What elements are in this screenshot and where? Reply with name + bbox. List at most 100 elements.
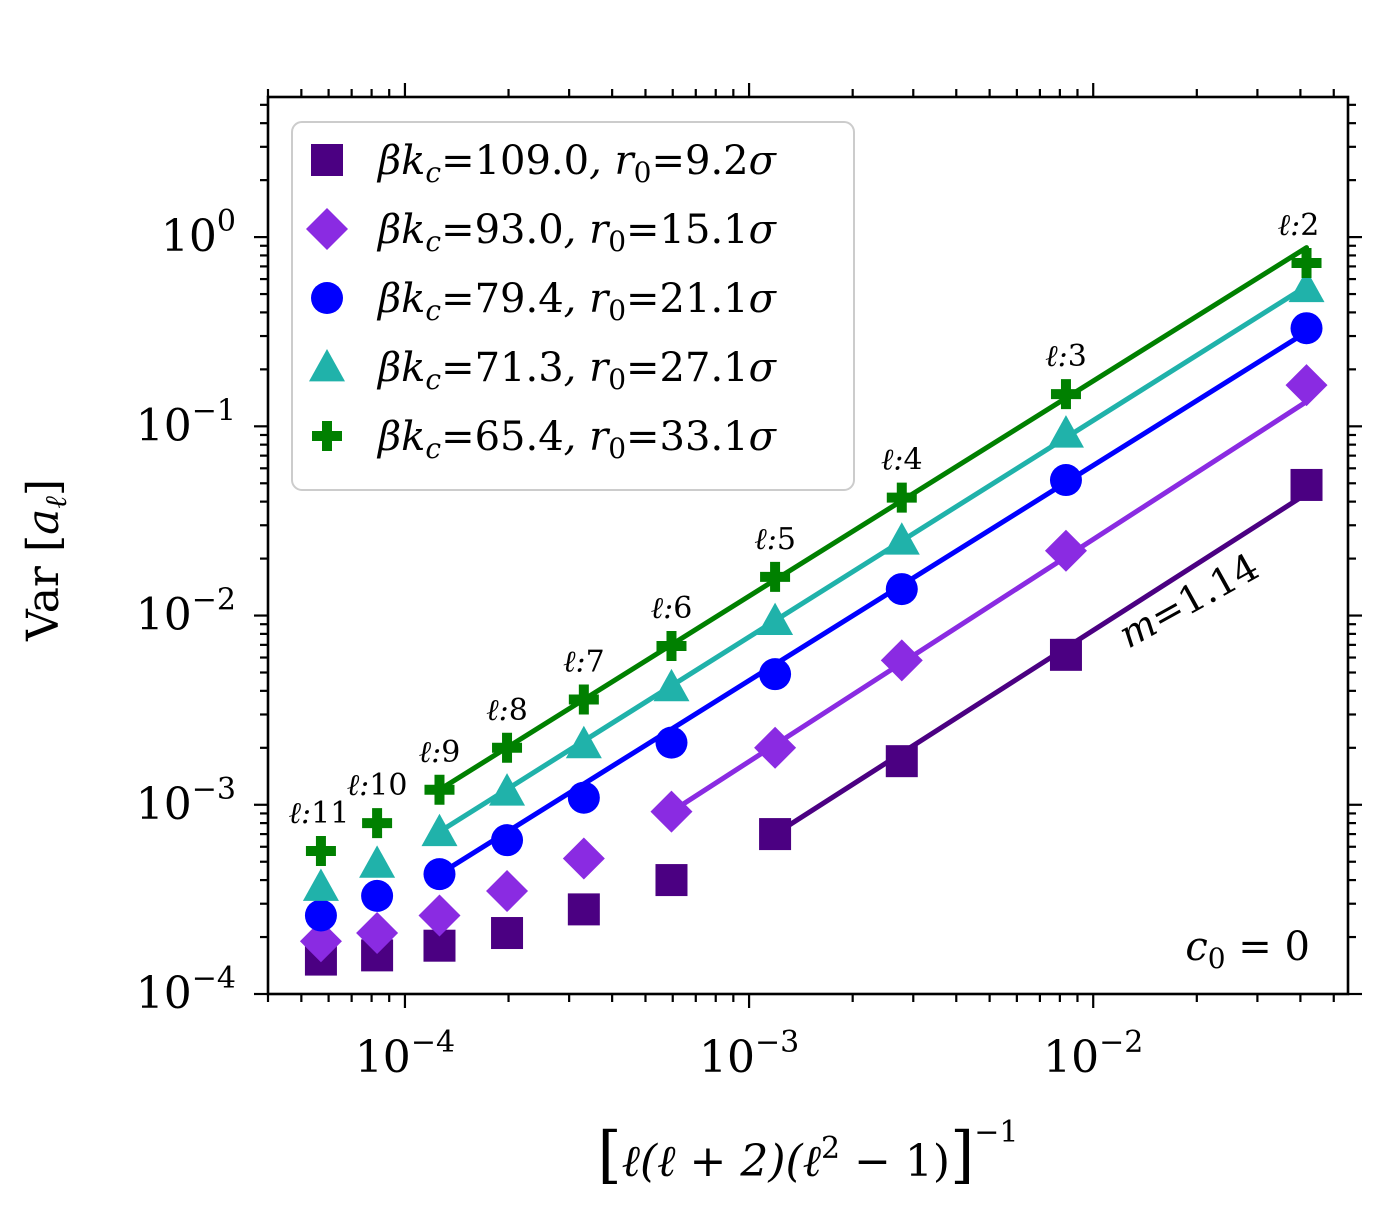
y-tick-exponent: −4 (192, 961, 236, 996)
data-point-s3-p8 (359, 845, 396, 878)
legend-mid: , r (564, 414, 611, 460)
legend-equals-2: = (626, 345, 660, 391)
ell-label-prefix: ℓ: (1045, 339, 1068, 374)
legend-entry-4: βkc=65.4, r0=33.1σ (312, 414, 778, 465)
legend-mid-sub: 0 (634, 156, 652, 189)
data-point-s2-p8 (361, 879, 394, 912)
legend-equals-2: = (651, 138, 685, 184)
x-tick-exponent: −3 (755, 1025, 799, 1060)
data-point-s2-p3 (759, 658, 792, 691)
ell-label-number: 5 (777, 522, 796, 557)
x-tick-label: 10−3 (699, 1025, 799, 1083)
data-point-s3-p9 (302, 868, 339, 901)
x-tick-label: 10−4 (355, 1025, 455, 1083)
ell-label-prefix: ℓ: (347, 768, 370, 803)
ell-label-8: ℓ:8 (486, 693, 528, 728)
x-axis-bracket-right: ] (950, 1118, 974, 1191)
data-point-s1-p3 (754, 726, 797, 769)
x-tick-exponent: −2 (1099, 1025, 1143, 1060)
ell-label-number: 3 (1068, 339, 1087, 374)
data-point-s1-p4 (650, 790, 693, 833)
data-point-s1-p9 (299, 920, 342, 963)
legend-unit: σ (749, 345, 778, 391)
data-point-s4-p9 (305, 835, 336, 866)
data-point-s0-p1 (1049, 638, 1082, 671)
legend-entry-2: βkc=79.4, r0=21.1σ (311, 276, 778, 327)
legend-r0-value: 15.1 (660, 207, 749, 253)
data-point-s4-p1 (1050, 379, 1081, 410)
x-tick-labels: 10−4 10−3 10−2 (355, 1025, 1144, 1083)
data-point-s4-p7 (424, 774, 455, 805)
data-point-s4-p4 (656, 631, 687, 662)
legend-equals-2: = (626, 414, 660, 460)
ell-label-3: ℓ:3 (1045, 339, 1087, 374)
ell-label-10: ℓ:10 (347, 768, 408, 803)
ell-label-number: 7 (586, 645, 605, 680)
legend-mid: , r (564, 207, 611, 253)
y-tick-label: 10−1 (136, 393, 236, 451)
data-point-s4-p5 (568, 684, 599, 715)
legend-mid-sub: 0 (608, 225, 626, 258)
data-point-s0-p3 (759, 818, 792, 851)
ell-label-number: 8 (509, 693, 528, 728)
data-point-s1-p0 (1285, 364, 1328, 407)
x-axis-rest: − 1) (840, 1136, 950, 1187)
data-point-s3-p2 (883, 522, 920, 555)
x-axis-label: [ℓ(ℓ + 2)(ℓ2 − 1)]−1 (597, 1115, 1018, 1191)
y-tick-base: 10 (161, 211, 217, 262)
ell-label-prefix: ℓ: (881, 443, 904, 478)
y-tick-label: 10−4 (136, 961, 236, 1019)
legend-entry-0: βkc=109.0, r0=9.2σ (311, 138, 778, 189)
y-tick-exponent: −2 (192, 583, 236, 618)
y-axis-subscript: ℓ (39, 496, 74, 509)
data-point-s3-p1 (1047, 415, 1084, 448)
data-point-s2-p6 (491, 824, 524, 857)
x-axis-bracket-left: [ (597, 1118, 621, 1191)
y-tick-label: 10−2 (136, 583, 236, 641)
data-point-s2-p1 (1049, 464, 1082, 497)
legend-label: βkc=79.4, r0=21.1σ (376, 276, 778, 327)
legend-mid: , r (589, 138, 636, 184)
legend-prefix: βk (376, 414, 425, 460)
axis-ticks (254, 83, 1362, 1008)
y-axis-var-prefix: Var (18, 552, 69, 642)
y-tick-base: 10 (136, 968, 192, 1019)
y-axis-variable: a (18, 509, 69, 535)
y-tick-exponent: −1 (192, 393, 236, 428)
y-tick-exponent: 0 (217, 204, 236, 239)
legend-prefix-sub: c (425, 363, 441, 396)
legend-label: βkc=65.4, r0=33.1σ (376, 414, 778, 465)
data-point-s3-p4 (653, 668, 690, 702)
legend-marker (306, 208, 348, 250)
legend-mid-sub: 0 (608, 432, 626, 465)
legend-equals-1: = (441, 276, 475, 322)
legend-equals-1: = (441, 138, 475, 184)
ell-label-number: 2 (1300, 208, 1319, 243)
data-point-s3-p3 (757, 602, 794, 636)
data-point-s2-p5 (567, 781, 600, 814)
x-tick-base: 10 (699, 1032, 755, 1083)
data-point-s2-p7 (423, 858, 456, 891)
data-point-s2-p4 (655, 726, 688, 759)
c0-subscript: 0 (1208, 942, 1226, 975)
data-point-s3-p5 (565, 725, 602, 759)
x-axis-expr: ℓ(ℓ + 2)(ℓ (622, 1136, 822, 1187)
data-point-s2-p9 (304, 899, 337, 932)
ell-label-number: 6 (673, 591, 692, 626)
legend-marker (309, 349, 345, 382)
x-axis-exponent: −1 (974, 1115, 1018, 1150)
x-tick-base: 10 (355, 1032, 411, 1083)
ell-label-prefix: ℓ: (651, 591, 674, 626)
data-point-s1-p6 (486, 870, 529, 913)
x-tick-label: 10−2 (1043, 1025, 1143, 1083)
ell-labels: ℓ:2ℓ:3ℓ:4ℓ:5ℓ:6ℓ:7ℓ:8ℓ:9ℓ:10ℓ:11 (289, 208, 1320, 831)
c0-value: = 0 (1226, 924, 1310, 970)
data-point-s4-p6 (492, 732, 523, 763)
legend-prefix-sub: c (425, 432, 441, 465)
ell-label-prefix: ℓ: (486, 693, 509, 728)
legend-marker (311, 144, 343, 176)
ell-label-2: ℓ:2 (1278, 208, 1320, 243)
plot-frame (266, 95, 1350, 996)
